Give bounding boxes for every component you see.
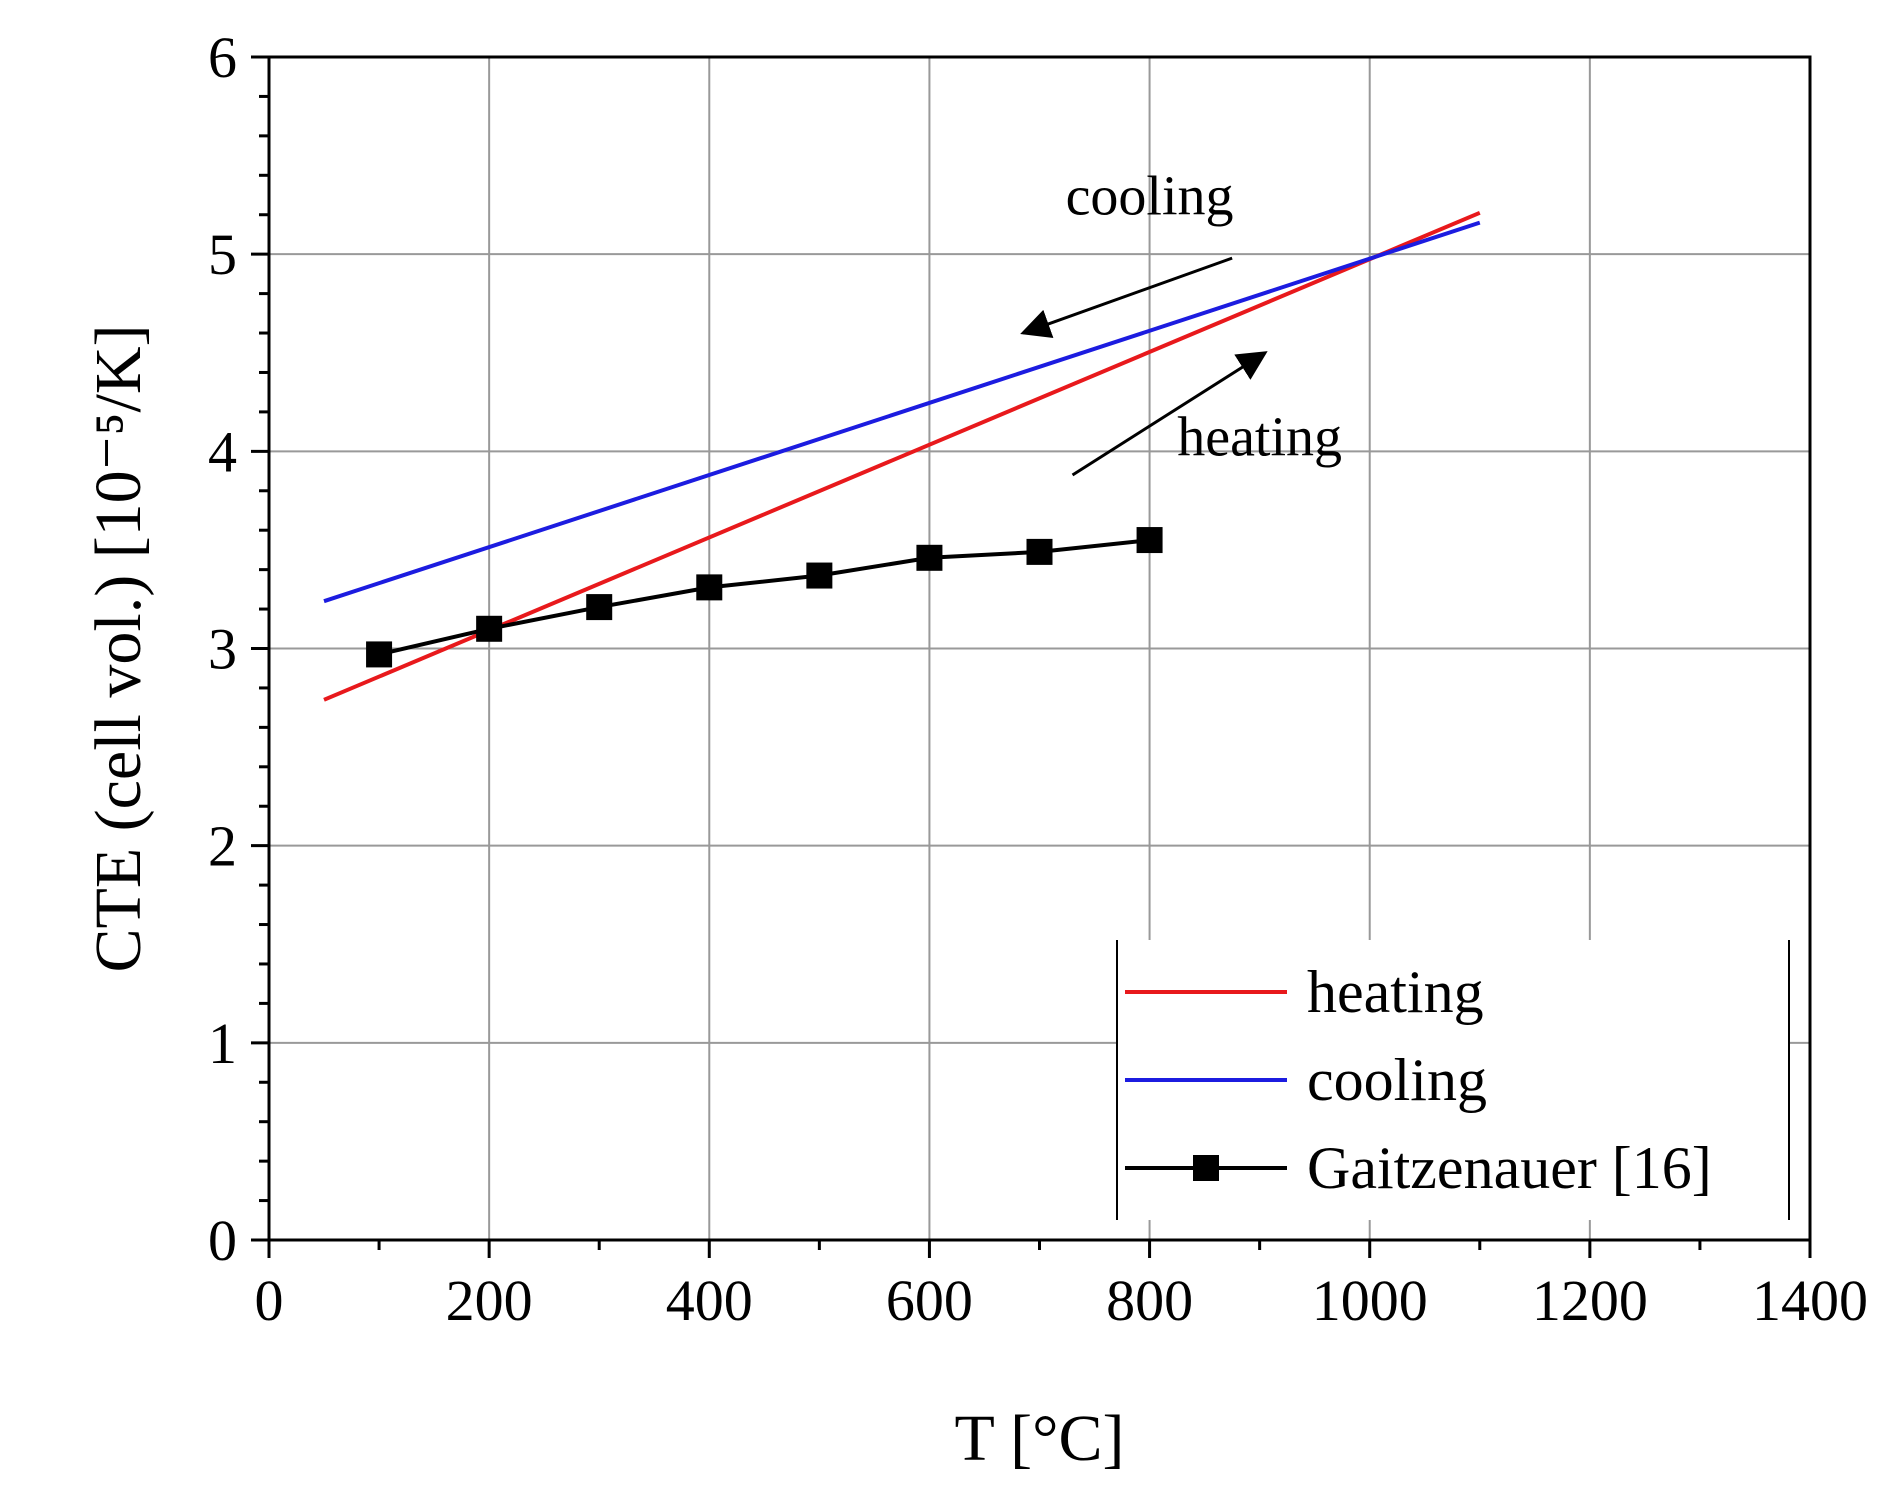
annotation-arrow-heating	[1071, 351, 1268, 477]
annotation-arrow-cooling	[1020, 256, 1233, 339]
annotations: cooling heating	[1020, 166, 1342, 477]
axes: 0 200 400 600 800 1000 1200 1400 0 1 2 3 4 5 6 T [°C] CT…	[82, 25, 1868, 1475]
data-point-gaitzenauer-16-100	[366, 641, 393, 668]
x-tick-label-200: 200	[446, 1268, 533, 1333]
legend-label-cooling: cooling	[1307, 1047, 1487, 1113]
series-layer	[323, 210, 1481, 702]
y-tick-label-5: 5	[208, 222, 237, 287]
x-tick-label-600: 600	[886, 1268, 973, 1333]
y-tick-label-3: 3	[208, 617, 237, 682]
data-point-gaitzenauer-16-600	[916, 544, 943, 571]
series-line-cooling	[323, 220, 1481, 604]
x-tick-label-1200: 1200	[1532, 1268, 1648, 1333]
legend-marker-gaitzenauer-16	[1193, 1155, 1219, 1181]
series-line-gaitzenauer-16	[378, 538, 1150, 657]
data-point-gaitzenauer-16-300	[586, 594, 613, 621]
x-tick-label-1400: 1400	[1752, 1268, 1868, 1333]
y-axis-title: CTE (cell vol.) [10⁻⁵/K]	[82, 324, 155, 972]
legend-label-heating: heating	[1307, 959, 1484, 1025]
y-tick-label-1: 1	[208, 1011, 237, 1076]
annotation-label-cooling: cooling	[1066, 166, 1234, 228]
y-tick-label-0: 0	[208, 1208, 237, 1273]
series-line-heating	[323, 210, 1481, 702]
data-point-gaitzenauer-16-700	[1026, 538, 1053, 565]
data-point-gaitzenauer-16-500	[806, 562, 833, 589]
x-tick-label-1000: 1000	[1312, 1268, 1428, 1333]
x-tick-label-800: 800	[1106, 1268, 1193, 1333]
y-tick-label-4: 4	[208, 419, 237, 484]
grid	[269, 57, 1810, 1240]
data-point-gaitzenauer-16-200	[476, 615, 503, 642]
legend-label-gaitzenauer-16: Gaitzenauer [16]	[1307, 1135, 1712, 1201]
legend: heating cooling Gaitzenauer [16]	[1116, 940, 1790, 1220]
x-tick-label-400: 400	[666, 1268, 753, 1333]
y-tick-label-2: 2	[208, 814, 237, 879]
annotation-label-heating: heating	[1177, 406, 1342, 468]
x-tick-label-0: 0	[255, 1268, 284, 1333]
x-axis-title: T [°C]	[955, 1402, 1125, 1475]
y-tick-label-6: 6	[208, 25, 237, 90]
data-point-gaitzenauer-16-400	[696, 574, 723, 601]
data-point-gaitzenauer-16-800	[1136, 527, 1163, 554]
